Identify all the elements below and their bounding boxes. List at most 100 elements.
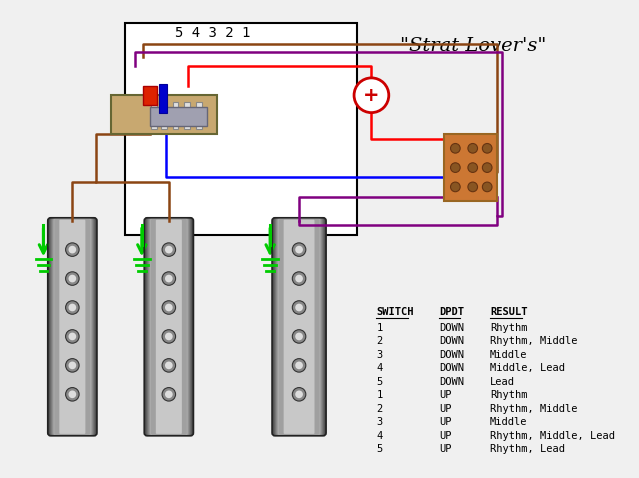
FancyBboxPatch shape [54, 219, 90, 435]
Circle shape [66, 272, 79, 285]
Circle shape [468, 143, 477, 153]
FancyBboxPatch shape [273, 218, 325, 436]
Circle shape [68, 246, 76, 253]
FancyBboxPatch shape [150, 218, 188, 436]
Circle shape [68, 391, 76, 398]
FancyBboxPatch shape [48, 218, 97, 436]
Text: +: + [363, 86, 380, 105]
Text: DOWN: DOWN [439, 363, 464, 373]
Circle shape [354, 78, 389, 113]
Text: 1: 1 [376, 391, 383, 401]
Bar [142, 86, 157, 105]
Circle shape [165, 275, 173, 282]
Circle shape [450, 143, 460, 153]
Text: Rhythm: Rhythm [490, 391, 528, 401]
Bar [196, 102, 202, 129]
Bar [184, 102, 190, 129]
FancyBboxPatch shape [50, 218, 94, 436]
Text: UP: UP [439, 417, 452, 427]
Text: Rhythm, Middle: Rhythm, Middle [490, 337, 578, 347]
Circle shape [450, 163, 460, 173]
Circle shape [450, 182, 460, 192]
FancyBboxPatch shape [147, 218, 190, 436]
Circle shape [482, 182, 492, 192]
Circle shape [68, 275, 76, 282]
Text: UP: UP [439, 404, 452, 414]
FancyBboxPatch shape [276, 218, 322, 436]
Text: Rhythm: Rhythm [490, 323, 528, 333]
Circle shape [292, 301, 306, 314]
Circle shape [162, 358, 176, 372]
FancyBboxPatch shape [59, 220, 86, 434]
Bar [151, 102, 157, 129]
Circle shape [468, 163, 477, 173]
Text: DOWN: DOWN [439, 323, 464, 333]
Text: Rhythm, Middle: Rhythm, Middle [490, 404, 578, 414]
Circle shape [66, 243, 79, 256]
Bar [150, 107, 208, 126]
Circle shape [292, 388, 306, 401]
Bar [161, 102, 167, 129]
Circle shape [295, 391, 303, 398]
Circle shape [162, 330, 176, 343]
Text: Rhythm, Middle, Lead: Rhythm, Middle, Lead [490, 431, 615, 441]
Circle shape [162, 301, 176, 314]
FancyBboxPatch shape [278, 218, 320, 436]
Text: "Strat Lover's": "Strat Lover's" [399, 37, 546, 55]
Circle shape [66, 358, 79, 372]
Text: DPDT: DPDT [439, 307, 464, 317]
Text: DOWN: DOWN [439, 337, 464, 347]
FancyBboxPatch shape [50, 218, 95, 436]
Bar [443, 134, 497, 201]
Circle shape [66, 301, 79, 314]
Text: 1: 1 [376, 323, 383, 333]
FancyBboxPatch shape [49, 218, 96, 436]
FancyBboxPatch shape [279, 219, 320, 435]
Text: Rhythm, Lead: Rhythm, Lead [490, 445, 565, 455]
Circle shape [292, 330, 306, 343]
FancyBboxPatch shape [284, 220, 314, 434]
Circle shape [165, 333, 173, 340]
Text: UP: UP [439, 391, 452, 401]
Text: DOWN: DOWN [439, 350, 464, 360]
Circle shape [292, 243, 306, 256]
Text: 3: 3 [376, 417, 383, 427]
Circle shape [165, 361, 173, 369]
FancyBboxPatch shape [272, 218, 326, 436]
Text: Middle, Lead: Middle, Lead [490, 363, 565, 373]
Circle shape [165, 304, 173, 311]
FancyBboxPatch shape [52, 218, 93, 436]
FancyBboxPatch shape [275, 218, 323, 436]
FancyBboxPatch shape [148, 218, 190, 436]
Circle shape [165, 391, 173, 398]
Circle shape [295, 246, 303, 253]
Text: RESULT: RESULT [490, 307, 528, 317]
Text: 5: 5 [376, 445, 383, 455]
Circle shape [295, 361, 303, 369]
Text: 3: 3 [376, 350, 383, 360]
Bar [159, 84, 167, 113]
Text: Lead: Lead [490, 377, 515, 387]
Bar [173, 102, 178, 129]
Text: 5 4 3 2 1: 5 4 3 2 1 [174, 26, 250, 40]
FancyBboxPatch shape [145, 218, 192, 436]
Circle shape [68, 304, 76, 311]
FancyBboxPatch shape [54, 218, 91, 436]
Text: Middle: Middle [490, 350, 528, 360]
Circle shape [292, 272, 306, 285]
FancyBboxPatch shape [52, 218, 92, 436]
Text: UP: UP [439, 445, 452, 455]
Circle shape [292, 358, 306, 372]
FancyBboxPatch shape [156, 220, 182, 434]
Circle shape [295, 333, 303, 340]
Bar [111, 95, 217, 134]
Text: 4: 4 [376, 363, 383, 373]
FancyBboxPatch shape [277, 218, 321, 436]
Text: SWITCH: SWITCH [376, 307, 413, 317]
FancyBboxPatch shape [151, 219, 187, 435]
Circle shape [295, 275, 303, 282]
Circle shape [66, 388, 79, 401]
Text: 4: 4 [376, 431, 383, 441]
Circle shape [162, 388, 176, 401]
Circle shape [66, 330, 79, 343]
